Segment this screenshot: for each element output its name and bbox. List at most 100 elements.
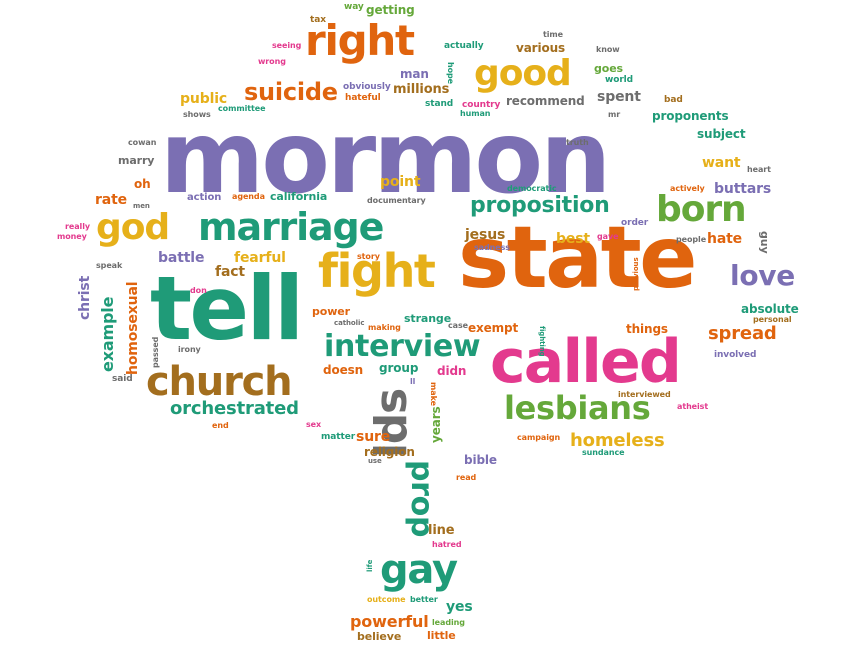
word-men: men <box>133 202 150 210</box>
word-believe: believe <box>357 630 402 643</box>
word-action: action <box>187 192 222 203</box>
word-hope: hope <box>446 62 455 85</box>
word-mr: mr <box>608 110 621 119</box>
word-good: good <box>474 53 572 94</box>
word-world: world <box>605 75 634 85</box>
word-getting: getting <box>366 3 415 17</box>
word-hate: hate <box>707 231 743 247</box>
word-religion: religion <box>364 445 415 459</box>
word-group: group <box>379 361 419 375</box>
word-proponents: proponents <box>652 109 729 123</box>
word-absolute: absolute <box>741 302 799 316</box>
word-goes: goes <box>594 62 623 75</box>
word-spent: spent <box>597 89 641 105</box>
word-life: life <box>366 559 374 572</box>
word-little: little <box>427 629 456 642</box>
word-speak: speak <box>96 261 123 270</box>
word-know: know <box>596 45 620 54</box>
word-involved: involved <box>714 350 757 360</box>
word-interviewed: interviewed <box>618 390 671 399</box>
word-sure: sure <box>356 429 391 445</box>
word-mormon: mormon <box>160 99 611 216</box>
word-sex: sex <box>306 420 322 429</box>
word-doesn: doesn <box>323 363 364 377</box>
word-yes: yes <box>446 599 473 615</box>
word-marry: marry <box>118 154 155 167</box>
word-matter: matter <box>321 432 356 442</box>
word-sadness: sadness <box>474 243 510 252</box>
word-public: public <box>180 91 228 107</box>
word-case: case <box>448 321 469 330</box>
word-proposition: proposition <box>470 193 610 218</box>
word-bible: bible <box>464 453 497 467</box>
word-god: god <box>96 207 170 248</box>
word-church: church <box>146 359 293 405</box>
word-said: said <box>112 374 133 384</box>
word-love: love <box>730 259 795 292</box>
word-various: various <box>516 41 566 55</box>
word-hateful: hateful <box>345 93 381 103</box>
word-bad: bad <box>664 95 683 105</box>
word-oh: oh <box>134 177 151 191</box>
word-tax: tax <box>310 15 326 25</box>
word-fact: fact <box>215 264 245 280</box>
word-gave: gave <box>597 232 619 241</box>
word-example: example <box>98 296 117 372</box>
word-suicide: suicide <box>244 78 338 106</box>
word-personal: personal <box>753 315 792 324</box>
word-exempt: exempt <box>468 321 519 335</box>
word-battle: battle <box>158 250 205 266</box>
word-seeing: seeing <box>272 41 302 50</box>
word-atheist: atheist <box>677 402 709 411</box>
word-outcome: outcome <box>367 595 406 604</box>
word-way: way <box>344 2 364 12</box>
word-guy: guy <box>758 231 771 254</box>
word-fearful: fearful <box>234 250 286 266</box>
word-order: order <box>621 218 649 228</box>
word-fighting: fighting <box>538 326 546 357</box>
word-things: things <box>626 322 668 336</box>
word-don: don <box>190 286 207 295</box>
word-called: called <box>490 327 682 397</box>
word-passed: passed <box>151 336 160 368</box>
word-orchestrated: orchestrated <box>170 398 299 419</box>
word-irony: irony <box>178 345 201 354</box>
word-line: line <box>428 523 455 538</box>
word-campaign: campaign <box>517 433 561 442</box>
word-marriage: marriage <box>198 205 384 249</box>
word-christ: christ <box>77 275 93 320</box>
word-make: make <box>429 382 438 406</box>
word-power: power <box>312 305 350 318</box>
word-millions: millions <box>393 82 450 97</box>
word-catholic: catholic <box>334 319 365 327</box>
word-didn: didn <box>437 364 467 378</box>
word-time: time <box>543 30 564 39</box>
word-agenda: agenda <box>232 192 265 201</box>
word-stand: stand <box>425 99 454 109</box>
word-man: man <box>400 67 429 81</box>
word-recommend: recommend <box>506 94 585 108</box>
word-people: people <box>676 235 707 244</box>
word-sundance: sundance <box>582 448 625 457</box>
word-obviously: obviously <box>343 82 391 92</box>
word-rate: rate <box>95 192 127 208</box>
word-read: read <box>456 473 477 482</box>
word-actively: actively <box>670 184 705 193</box>
word-documentary: documentary <box>367 196 426 205</box>
word-hatred: hatred <box>432 540 462 549</box>
word-gay: gay <box>380 547 458 593</box>
word-leading: leading <box>432 618 465 627</box>
word-years: years <box>429 406 443 443</box>
word-previous: previous <box>632 257 640 291</box>
word-fight: fight <box>318 244 436 298</box>
word-state: state <box>458 208 697 308</box>
word-best: best <box>556 231 590 247</box>
word-wrong: wrong <box>258 57 286 66</box>
word-making: making <box>368 323 401 332</box>
word-human: human <box>460 109 491 118</box>
word-right: right <box>305 16 415 65</box>
word-country: country <box>462 100 501 110</box>
word-tell: tell <box>150 257 304 360</box>
word-cowan: cowan <box>128 138 157 147</box>
